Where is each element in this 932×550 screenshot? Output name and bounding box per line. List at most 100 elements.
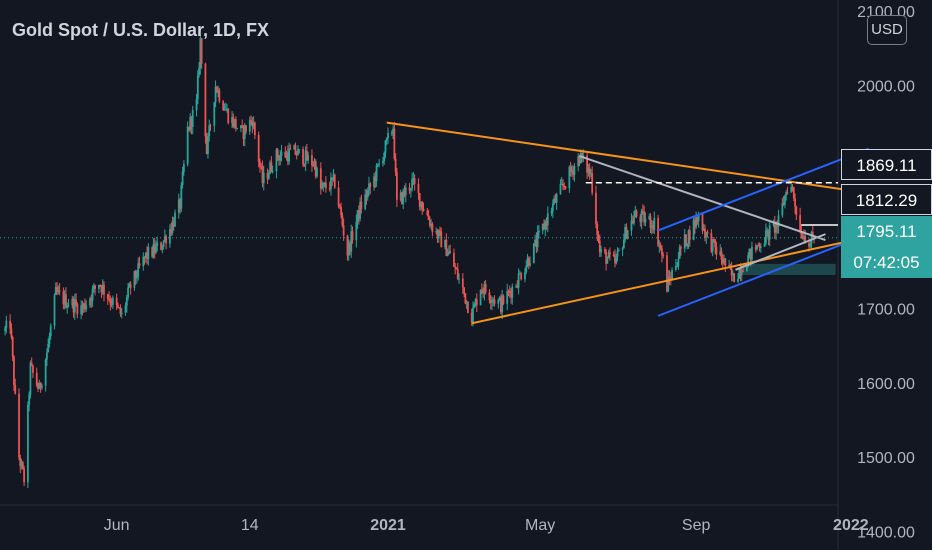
candle-body: [527, 258, 530, 266]
candle-body: [704, 228, 706, 238]
candle-body: [328, 188, 331, 190]
candle-body: [48, 336, 51, 344]
candle-body: [463, 287, 465, 294]
candle-body: [162, 240, 165, 248]
candle-body: [455, 268, 458, 270]
candle-body: [488, 292, 491, 301]
candle-body: [19, 457, 22, 467]
candle-body: [117, 304, 119, 308]
candle-body: [644, 218, 647, 223]
candle-body: [748, 248, 751, 256]
candle-body: [697, 213, 700, 221]
candle-body: [10, 328, 13, 338]
candle-body: [754, 246, 757, 250]
candle-body: [692, 220, 695, 241]
candle-body: [109, 299, 112, 304]
candle-body: [458, 278, 460, 280]
candle-body: [161, 247, 164, 250]
candle-body: [384, 140, 387, 153]
candle-body: [49, 325, 52, 337]
candle-body: [56, 286, 58, 293]
candle-body: [174, 212, 176, 227]
candle-body: [89, 298, 91, 306]
candle-body: [134, 270, 137, 279]
candle-body: [365, 194, 368, 198]
candle-body: [711, 239, 714, 252]
candle-body: [688, 230, 691, 241]
candle-body: [213, 102, 216, 126]
candle-body: [426, 210, 429, 216]
candle-body: [395, 172, 398, 200]
candle-body: [142, 256, 145, 267]
candle-body: [276, 149, 279, 158]
candle-body: [252, 122, 255, 127]
candle-body: [669, 278, 672, 280]
candle-body: [801, 238, 804, 240]
candle-body: [633, 216, 635, 224]
candle-body: [37, 385, 39, 389]
candle-body: [13, 356, 15, 386]
candle-body: [242, 126, 245, 140]
candle-body: [390, 132, 393, 134]
candle-body: [80, 305, 83, 315]
candle-body: [29, 362, 32, 395]
candle-body: [492, 299, 495, 301]
candle-body: [678, 247, 681, 259]
candle-body: [579, 152, 582, 164]
candle-body: [356, 210, 359, 222]
candle-body: [18, 393, 20, 458]
candle-body: [431, 223, 434, 232]
candle-body: [535, 239, 538, 248]
candle-body: [737, 278, 739, 282]
candle-body: [401, 192, 403, 204]
currency-button[interactable]: USD: [867, 15, 907, 45]
candle-body: [286, 152, 289, 162]
candle-body: [58, 290, 61, 292]
candle-body: [417, 183, 420, 194]
candle-body: [745, 266, 748, 272]
candle-body: [20, 462, 23, 467]
candle-body: [473, 304, 476, 308]
candle-body: [226, 108, 228, 110]
candle-body: [243, 125, 246, 140]
candle-body: [262, 172, 265, 184]
candle-body: [351, 231, 354, 241]
candle-body: [151, 247, 154, 257]
candle-body: [449, 251, 452, 253]
candle-body: [98, 284, 100, 289]
symbol-title[interactable]: Gold Spot / U.S. Dollar, 1D, FX: [12, 20, 270, 40]
candle-body: [209, 125, 212, 127]
candle-body: [756, 245, 758, 250]
candle-body: [233, 119, 236, 127]
candle-body: [101, 284, 104, 293]
candle-body: [393, 128, 396, 159]
candle-body: [498, 297, 501, 300]
candle-body: [667, 276, 670, 292]
candle-body: [733, 273, 736, 282]
candle-body: [236, 128, 239, 130]
candle-body: [23, 468, 25, 483]
candle-body: [532, 243, 535, 264]
candle-body: [506, 290, 509, 304]
candle-body: [118, 307, 121, 309]
candle-body: [153, 244, 156, 253]
candle-body: [189, 116, 192, 131]
candle-body: [773, 222, 776, 233]
candle-body: [677, 258, 680, 266]
candle-body: [635, 210, 638, 217]
candle-body: [208, 125, 211, 136]
candle-body: [65, 294, 67, 308]
candle-body: [598, 240, 601, 253]
candle-body: [349, 242, 351, 252]
candle-body: [71, 298, 74, 306]
candle-body: [524, 271, 526, 280]
candle-body: [374, 176, 377, 182]
candle-body: [369, 183, 372, 187]
candle-body: [591, 173, 594, 193]
candle-body: [518, 273, 521, 275]
candle-body: [721, 259, 724, 264]
candle-body: [303, 164, 306, 166]
candle-body: [470, 312, 473, 323]
candle-body: [747, 255, 750, 267]
